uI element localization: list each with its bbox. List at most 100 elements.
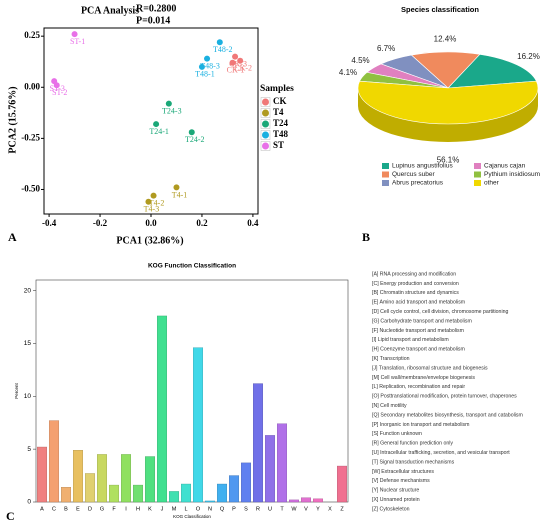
point-label: CK-2 xyxy=(234,64,252,73)
bar xyxy=(277,423,288,503)
legend-key xyxy=(262,131,269,139)
x-tick-label: D xyxy=(88,506,92,512)
x-tick-label: Q xyxy=(220,506,225,512)
legend-label: [B] Chromatin structure and dynamics xyxy=(372,290,459,296)
bar xyxy=(313,498,324,503)
legend-label: [N] Cell motility xyxy=(372,403,407,409)
point-label: T4-3 xyxy=(144,205,160,214)
x-tick-label: T xyxy=(280,506,284,512)
point xyxy=(71,31,78,38)
legend-key xyxy=(262,120,269,128)
point xyxy=(237,57,244,64)
value-label: 16.2% xyxy=(517,52,540,61)
x-axis-label: PCA1 (32.86%) xyxy=(116,235,183,246)
point xyxy=(150,192,157,199)
bar xyxy=(252,383,263,503)
legend-label: ST xyxy=(273,140,284,150)
y-tick-label: 0 xyxy=(27,499,31,506)
y-tick-label: 5 xyxy=(27,446,31,453)
legend-label: T48 xyxy=(273,129,289,139)
point xyxy=(145,198,152,205)
bar xyxy=(96,454,107,503)
x-tick-label: S xyxy=(244,506,248,512)
x-tick-label: 0.0 xyxy=(145,218,157,228)
bar xyxy=(180,483,191,503)
x-tick-label: -0.2 xyxy=(93,218,108,228)
y-axis-label: Percent xyxy=(14,382,19,398)
point-label: T48-3 xyxy=(200,61,220,70)
x-tick-label: W xyxy=(291,506,297,512)
x-axis-label: KOG Classification xyxy=(173,514,211,519)
x-tick-label: J xyxy=(161,506,164,512)
y-tick-label: 0.25 xyxy=(24,30,40,40)
legend-key xyxy=(474,180,481,186)
x-tick-label: U xyxy=(268,506,272,512)
point-label: T4-2 xyxy=(149,198,165,207)
x-tick-label: N xyxy=(208,506,212,512)
bar xyxy=(49,420,60,503)
point-label: T24-1 xyxy=(149,127,169,136)
legend-key xyxy=(474,163,481,169)
value-label: 56.1% xyxy=(437,156,460,165)
point-label: T24-2 xyxy=(185,135,205,144)
legend-label: [A] RNA processing and modification xyxy=(372,271,456,277)
legend-label: [H] Coenzyme transport and metabolism xyxy=(372,347,465,353)
legend-label: T4 xyxy=(273,107,284,117)
legend-label: [P] Inorganic ion transport and metaboli… xyxy=(372,422,469,428)
legend-label: [R] General function prediction only xyxy=(372,441,453,447)
bar xyxy=(132,484,143,503)
x-tick-label: 0.2 xyxy=(196,218,208,228)
bar xyxy=(192,347,203,503)
legend-key xyxy=(382,171,389,178)
y-tick-label: -0.50 xyxy=(21,184,40,194)
point-label: T48-1 xyxy=(195,70,215,79)
point-label: T4-1 xyxy=(172,190,188,199)
legend-label: [Q] Secondary metabolites biosynthesis, … xyxy=(372,412,523,418)
y-tick-label: -0.25 xyxy=(21,132,40,142)
plot-frame xyxy=(35,279,349,503)
legend-label: [L] Replication, recombination and repai… xyxy=(372,384,465,390)
bar xyxy=(301,497,312,503)
point xyxy=(229,59,236,66)
value-label: 12.4% xyxy=(434,35,457,44)
x-tick-label: R xyxy=(256,506,260,512)
point-label: T48-2 xyxy=(213,45,233,54)
value-label: 6.7% xyxy=(377,44,395,53)
legend-label: [I] Lipid transport and metabolism xyxy=(372,337,449,343)
bar xyxy=(61,487,72,503)
point xyxy=(198,63,205,70)
bar xyxy=(240,462,251,503)
legend-label: [Z] Cytoskeleton xyxy=(372,506,410,512)
value-label: 4.1% xyxy=(339,68,357,77)
legend-label: [W] Extracellular structures xyxy=(372,469,434,475)
bar xyxy=(120,454,131,503)
point-label: T24-3 xyxy=(162,106,182,115)
point-label: CK-1 xyxy=(227,66,245,75)
x-tick-label: E xyxy=(76,506,80,512)
legend-label: [Y] Nuclear structure xyxy=(372,488,419,494)
value-label: 4.5% xyxy=(351,56,369,65)
legend-title: Samples xyxy=(260,84,294,94)
legend-label: [K] Transcription xyxy=(372,356,410,362)
point xyxy=(153,121,160,128)
legend-key xyxy=(382,180,389,186)
x-tick-label: M xyxy=(172,506,177,512)
y-tick-label: 20 xyxy=(24,287,32,294)
legend-label: Pythium insidiosum xyxy=(484,171,540,178)
panel-label: B xyxy=(362,230,370,244)
slice-side xyxy=(358,88,538,142)
legend-label: [C] Energy production and conversion xyxy=(372,281,459,287)
x-tick-label: F xyxy=(112,506,116,512)
legend-label: Cajanus cajan xyxy=(484,163,526,170)
legend-key xyxy=(262,109,269,117)
legend-label: [O] Posttranslational modification, prot… xyxy=(372,394,517,400)
legend-label: [T] Signal transduction mechanisms xyxy=(372,459,455,465)
slice xyxy=(447,53,537,89)
legend-label: Lupinus angustifolius xyxy=(392,163,453,170)
slice xyxy=(357,80,539,125)
point-label: ST-2 xyxy=(52,88,67,97)
bar xyxy=(37,446,48,503)
x-tick-label: B xyxy=(64,506,68,512)
